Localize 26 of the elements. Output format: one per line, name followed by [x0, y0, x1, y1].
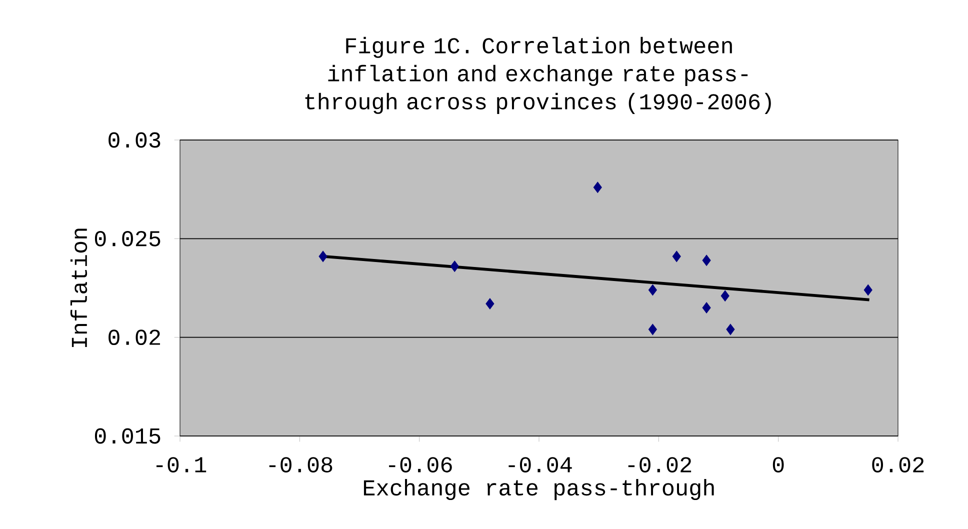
- x-tick-label: 0.02: [872, 457, 924, 472]
- point: [672, 250, 681, 262]
- x-axis-title: Exchange rate pass-through: [364, 478, 714, 500]
- point: [486, 298, 494, 310]
- y-tick-label: 0.025: [94, 230, 160, 246]
- x-tick-label: -0.02: [628, 457, 692, 472]
- x-tick-label: -0.1: [156, 457, 206, 472]
- chart-title: Figure 1C. Correlation between inflation and exchange rate pass-through across provinces (1990-2006): [305, 36, 771, 114]
- y-tick-label: 0.015: [94, 428, 160, 444]
- point: [864, 284, 872, 296]
- point: [318, 250, 328, 262]
- point: [720, 290, 730, 302]
- point: [648, 324, 657, 336]
- point: [702, 254, 711, 266]
- point: [593, 182, 602, 193]
- x-tick-label: 0: [772, 457, 784, 472]
- point: [450, 260, 459, 272]
- point: [726, 324, 735, 336]
- y-axis-title: Inflation: [70, 228, 88, 347]
- point: [702, 302, 711, 314]
- y-tick-label: 0.03: [108, 132, 160, 148]
- x-tick-label: -0.08: [269, 457, 332, 472]
- y-tick-label: 0.02: [108, 330, 160, 346]
- x-tick-label: -0.06: [389, 457, 452, 472]
- x-tick-label: -0.04: [508, 457, 572, 472]
- point: [648, 284, 657, 296]
